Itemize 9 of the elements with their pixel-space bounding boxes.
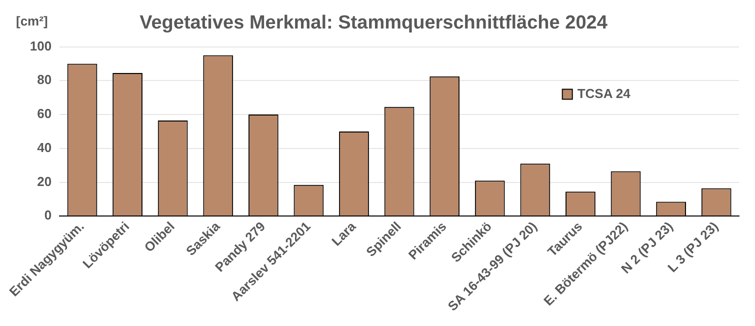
y-tick-label: 20	[37, 174, 52, 189]
chart-title: Vegetatives Merkmal: Stammquerschnittfläche 2024	[140, 12, 608, 34]
y-tick-label: 100	[30, 38, 52, 54]
y-tick-label: 0	[44, 208, 52, 223]
y-tick-label: 80	[37, 72, 52, 88]
legend-label: TCSA 24	[577, 86, 632, 101]
y-axis-title: [cm²]	[16, 14, 48, 29]
y-tick-label: 40	[37, 140, 52, 155]
y-tick-label: 60	[37, 106, 52, 122]
